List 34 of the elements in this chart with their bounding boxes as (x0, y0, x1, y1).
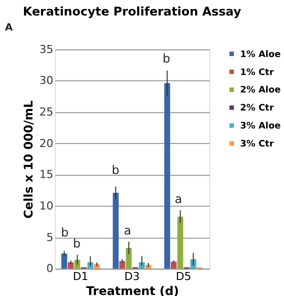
y-tick-label: 20 (39, 136, 54, 150)
text: A (4, 22, 13, 34)
chart-title: Keratinocyte Proliferation Assay (22, 4, 242, 18)
bar (164, 83, 170, 269)
x-tick-label: D1 (72, 270, 88, 284)
y-tick-label: 5 (46, 230, 54, 244)
annotation: b (112, 162, 120, 177)
y-tick-label: 30 (39, 74, 54, 88)
y-tick-label: 25 (39, 105, 54, 118)
y-tick-label: 15 (39, 168, 54, 182)
y-axis-title: Cells x 10 000/mL (21, 100, 36, 219)
bar (61, 254, 68, 269)
annotation: b (162, 51, 170, 66)
y-tick-label: 10 (39, 199, 54, 212)
annotation: b (60, 226, 69, 240)
x-tick-label: D3 (124, 270, 140, 284)
y-tick-label: 35 (39, 42, 54, 56)
x-tick-label: D5 (176, 270, 192, 284)
bar (138, 262, 145, 269)
annotation: b (72, 236, 81, 251)
bar (94, 264, 100, 269)
bar (177, 216, 184, 269)
legend-label: 3% Ctr (240, 140, 274, 150)
legend-label: 2% Aloe (240, 86, 281, 96)
legend-label: 1% Ctr (240, 68, 274, 78)
bar (87, 262, 94, 269)
bar (112, 192, 119, 269)
y-tick-label: 0 (46, 262, 54, 276)
annotation: a (124, 224, 132, 238)
bar (170, 262, 177, 269)
legend-label: 1% Aloe (240, 50, 281, 60)
annotation: a (174, 192, 182, 206)
legend-label: 2% Ctr (240, 104, 274, 114)
legend-label: 3% Aloe (240, 122, 281, 132)
